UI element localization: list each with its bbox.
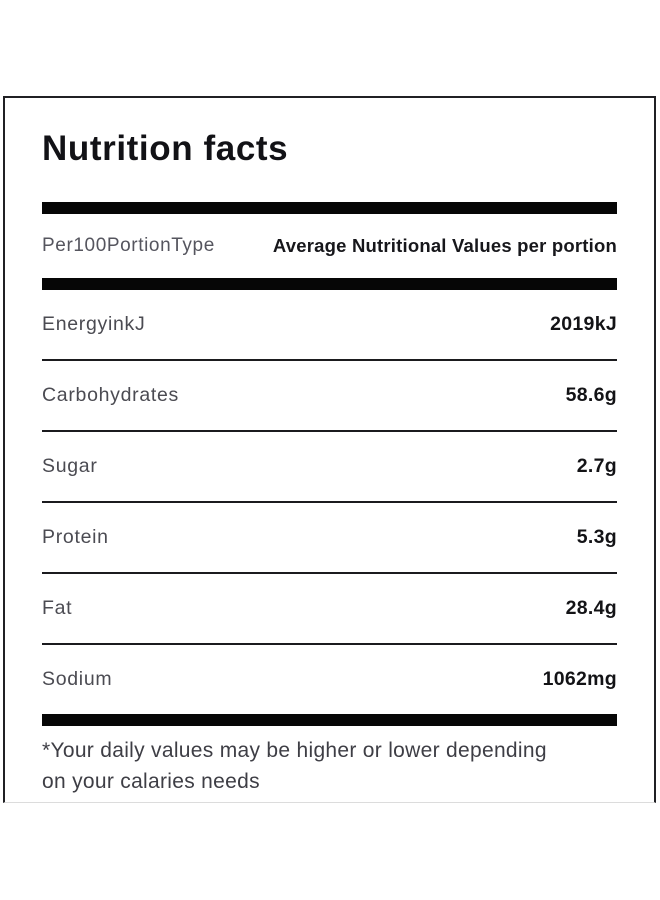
nutrient-rows: EnergyinkJ 2019kJ Carbohydrates 58.6g Su… [42, 290, 617, 714]
row-value: 58.6g [565, 384, 617, 406]
daily-values-footnote: *Your daily values may be higher or lowe… [42, 735, 617, 797]
header-portion-type-label: Per100PortionType [42, 235, 215, 256]
row-label: EnergyinkJ [42, 313, 146, 335]
row-label: Carbohydrates [42, 384, 180, 406]
nutrient-row-protein: Protein 5.3g [42, 503, 617, 574]
row-value: 28.4g [565, 597, 617, 619]
footnote-line-2: on your calaries needs [42, 770, 260, 793]
nutrition-facts-card: Nutrition facts Per100PortionType Averag… [3, 96, 656, 803]
divider-bar-bottom [42, 714, 617, 726]
divider-bar-top [42, 202, 617, 214]
row-label: Sodium [42, 668, 113, 690]
footnote-line-1: *Your daily values may be higher or lowe… [42, 739, 547, 762]
row-label: Sugar [42, 455, 98, 477]
row-label: Protein [42, 526, 109, 548]
nutrition-facts-title: Nutrition facts [42, 129, 289, 168]
row-value: 2019kJ [550, 313, 617, 335]
divider-bar-header [42, 278, 617, 290]
row-label: Fat [42, 597, 73, 619]
row-value: 5.3g [576, 526, 617, 548]
nutrient-row-energy: EnergyinkJ 2019kJ [42, 290, 617, 361]
nutrient-row-sugar: Sugar 2.7g [42, 432, 617, 503]
table-header-row: Per100PortionType Average Nutritional Va… [42, 214, 617, 278]
row-value: 1062mg [542, 668, 617, 690]
header-average-values-label: Average Nutritional Values per portion [272, 235, 617, 256]
nutrient-row-sodium: Sodium 1062mg [42, 645, 617, 714]
nutrient-row-fat: Fat 28.4g [42, 574, 617, 645]
row-value: 2.7g [576, 455, 617, 477]
nutrient-row-carbohydrates: Carbohydrates 58.6g [42, 361, 617, 432]
